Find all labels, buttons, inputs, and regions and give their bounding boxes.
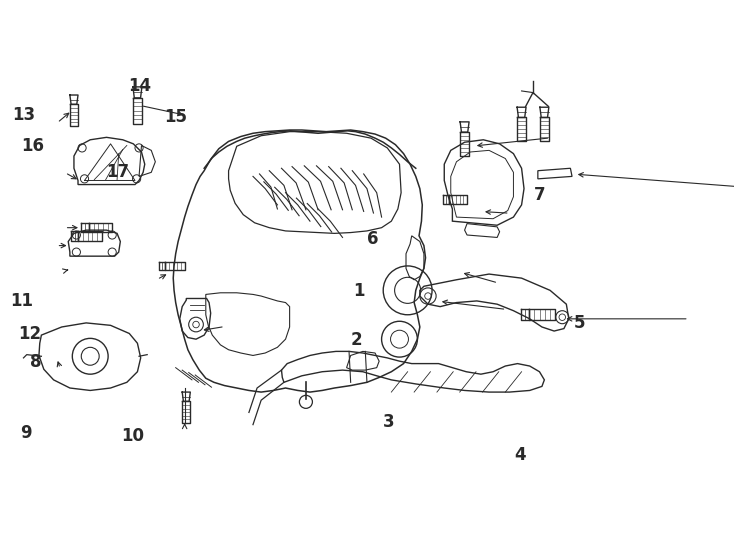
Text: 13: 13 (12, 106, 35, 124)
Text: 3: 3 (383, 413, 395, 430)
Text: 2: 2 (351, 332, 362, 349)
Text: 6: 6 (367, 230, 378, 248)
Text: 15: 15 (164, 108, 186, 126)
Text: 14: 14 (128, 77, 151, 95)
Text: 1: 1 (354, 282, 365, 300)
Text: 8: 8 (30, 353, 41, 372)
Text: 17: 17 (106, 164, 129, 181)
Text: 7: 7 (534, 186, 545, 204)
Text: 9: 9 (20, 423, 32, 442)
Text: 5: 5 (574, 314, 586, 332)
Text: 16: 16 (21, 137, 44, 155)
Text: 12: 12 (18, 325, 41, 343)
Text: 11: 11 (10, 292, 34, 310)
Text: 4: 4 (515, 446, 526, 463)
Text: 10: 10 (121, 427, 144, 445)
